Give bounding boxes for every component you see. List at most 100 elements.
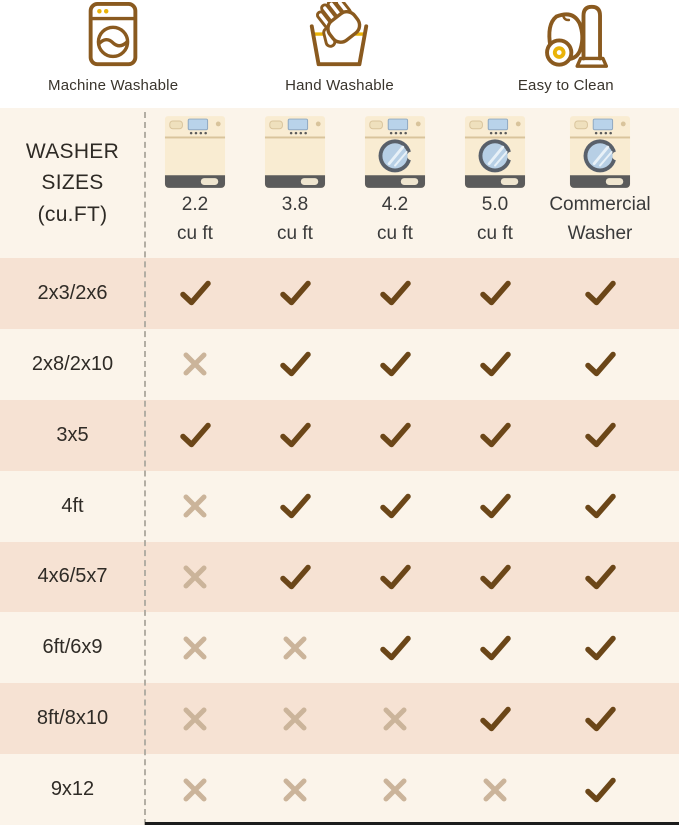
column-unit-label: cu ft [177, 222, 213, 244]
check-icon [279, 493, 311, 519]
compatible-cell [245, 279, 345, 307]
table-row: 3x5 [0, 399, 679, 471]
title-line: WASHER [25, 139, 120, 163]
incompatible-cell [245, 706, 345, 732]
row-label: 6ft/6x9 [42, 636, 103, 659]
feature-label: Easy to Clean [517, 77, 614, 94]
row-label: 4ft [61, 494, 84, 517]
check-icon [584, 706, 616, 731]
feature-easy-to-clean: Easy to Clean [453, 0, 679, 108]
column-header: Commercial Washer [545, 108, 679, 258]
check-icon [479, 352, 511, 377]
compatible-cell [345, 350, 445, 378]
check-icon [479, 564, 511, 590]
table-row: 8ft/8x10 [0, 683, 679, 755]
check-icon [479, 706, 511, 731]
vacuum-icon [544, 4, 608, 68]
column-unit-label: cu ft [477, 222, 513, 244]
check-icon [584, 422, 616, 448]
column-size-label: 4.2 [381, 194, 409, 215]
column-size-label: 2.2 [181, 194, 209, 215]
compatible-cell [445, 421, 545, 449]
table-row: 2x3/2x6 [0, 258, 679, 329]
incompatible-cell [145, 351, 245, 377]
compatible-cell [245, 492, 345, 520]
check-icon [379, 422, 411, 448]
incompatible-cell [345, 777, 445, 803]
check-icon [584, 493, 616, 519]
cross-icon [383, 778, 407, 802]
cross-icon [183, 494, 207, 518]
cross-icon [183, 352, 207, 376]
check-icon [379, 564, 411, 590]
row-label: 9x12 [50, 778, 95, 801]
feature-strip: Machine Washable Hand Washable [0, 0, 679, 108]
row-label: 2x8/2x10 [31, 352, 114, 375]
incompatible-cell [145, 635, 245, 661]
incompatible-cell [445, 777, 545, 803]
row-label: 8ft/8x10 [36, 707, 109, 730]
compatible-cell [445, 705, 545, 733]
cross-icon [183, 707, 207, 731]
top-load-washer-icon [164, 116, 226, 188]
incompatible-cell [245, 777, 345, 803]
check-icon [279, 564, 311, 590]
column-size-label: 3.8 [281, 194, 309, 215]
feature-label: Hand Washable [285, 77, 394, 94]
front-load-washer-icon [364, 116, 426, 188]
compatible-cell [545, 279, 679, 307]
compatible-cell [545, 492, 679, 520]
check-icon [179, 281, 211, 306]
title-line: (cu.FT) [37, 202, 108, 226]
compatible-cell [445, 563, 545, 591]
column-header: 5.0 cu ft [445, 108, 545, 258]
check-icon [279, 281, 311, 306]
compatible-cell [145, 421, 245, 449]
cross-icon [183, 636, 207, 660]
feature-hand-washable: Hand Washable [226, 0, 452, 108]
incompatible-cell [145, 564, 245, 590]
table-body: 2x3/2x6 2x8/2x10 3x5 4ft 4x6/5x7 6ft/6x9 8ft/8… [0, 258, 679, 825]
table-row: 4x6/5x7 [0, 541, 679, 613]
column-header: 3.8 cu ft [245, 108, 345, 258]
washer-sizes-title: WASHER SIZES (cu.FT) [0, 108, 145, 258]
table-row: 9x12 [0, 754, 679, 825]
compatible-cell [545, 421, 679, 449]
compatible-cell [345, 421, 445, 449]
check-icon [479, 635, 511, 661]
compatible-cell [345, 279, 445, 307]
check-icon [379, 281, 411, 306]
column-size-label: 5.0 [481, 194, 509, 215]
incompatible-cell [145, 777, 245, 803]
check-icon [179, 422, 211, 448]
compatible-cell [545, 563, 679, 591]
table-row: 6ft/6x9 [0, 612, 679, 683]
compatible-cell [545, 776, 679, 804]
compatible-cell [445, 634, 545, 662]
hand-wash-icon [310, 2, 369, 67]
compatible-cell [545, 705, 679, 733]
top-load-washer-icon [264, 116, 326, 188]
row-label: 3x5 [56, 423, 89, 446]
incompatible-cell [245, 635, 345, 661]
check-icon [279, 352, 311, 377]
column-headers: 2.2 cu ft 3.8 cu ft 4.2 cu ft [145, 108, 679, 258]
feature-label: Machine Washable [48, 77, 179, 94]
row-label: 2x3/2x6 [37, 281, 108, 304]
incompatible-cell [145, 706, 245, 732]
table-row: 4ft [0, 471, 679, 542]
check-icon [584, 564, 616, 590]
check-icon [279, 422, 311, 448]
compatible-cell [345, 563, 445, 591]
check-icon [479, 493, 511, 519]
row-label: 4x6/5x7 [37, 565, 108, 588]
cross-icon [283, 707, 307, 731]
cross-icon [183, 778, 207, 802]
check-icon [379, 493, 411, 519]
compatible-cell [345, 492, 445, 520]
check-icon [479, 281, 511, 306]
column-unit-label: cu ft [277, 222, 313, 244]
column-unit-label: cu ft [377, 222, 413, 244]
title-line: SIZES [41, 171, 104, 195]
